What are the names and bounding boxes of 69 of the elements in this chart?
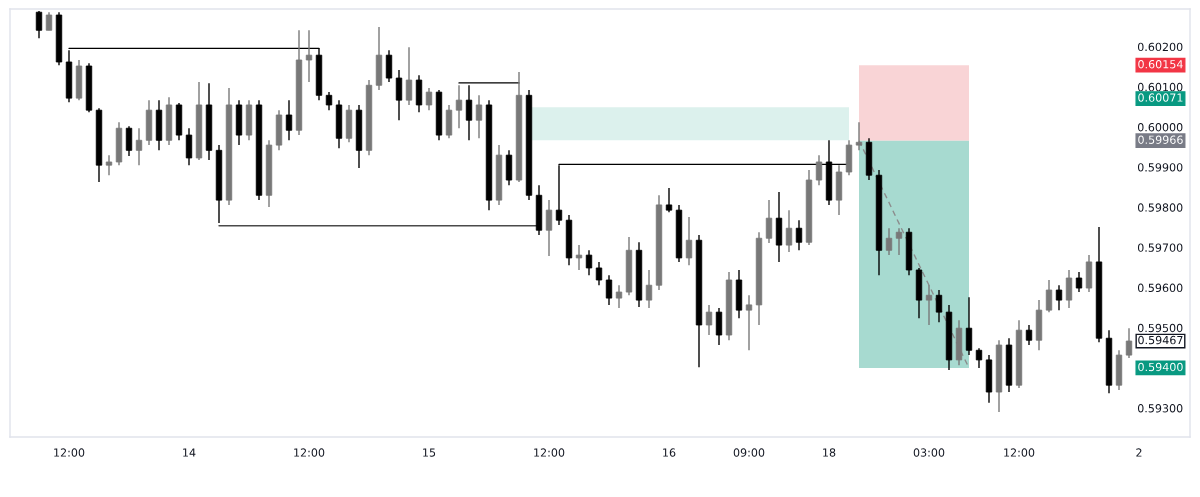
- candlestick: [815, 154, 823, 186]
- x-tick-label: 12:00: [534, 448, 565, 457]
- candlestick: [795, 219, 803, 251]
- candlestick: [575, 244, 583, 271]
- candlestick: [385, 49, 393, 83]
- candlestick: [785, 209, 793, 253]
- candlestick: [305, 29, 313, 83]
- candlestick: [1025, 324, 1033, 346]
- candlestick: [285, 99, 293, 141]
- candlestick: [1065, 269, 1073, 309]
- candlestick: [405, 46, 413, 106]
- candlestick: [595, 261, 603, 286]
- y-tick-label: 0.60200: [1137, 42, 1183, 52]
- candlestick: [1125, 327, 1133, 359]
- candlestick: [645, 269, 653, 309]
- annotation: 0.59467: [1138, 335, 1183, 345]
- candlestick: [135, 127, 143, 166]
- x-tick-label: 15: [423, 448, 436, 457]
- candlestick: [895, 227, 903, 256]
- candlestick: [975, 347, 983, 369]
- candlestick: [715, 307, 723, 346]
- candlestick: [605, 274, 613, 306]
- candlestick: [1075, 271, 1083, 293]
- candlestick: [585, 249, 593, 276]
- y-tick-label: 0.60000: [1137, 123, 1183, 132]
- candlestick: [885, 227, 893, 256]
- x-tick-label: 03:00: [913, 448, 945, 457]
- candlestick: [925, 284, 933, 326]
- candlestick: [935, 289, 943, 323]
- x-tick-label: 12:00: [294, 448, 325, 457]
- x-tick-label: 2: [1136, 448, 1142, 457]
- candlestick: [705, 304, 713, 336]
- x-tick-label: 18: [823, 448, 836, 457]
- candlestick: [765, 199, 773, 244]
- x-tick-label: 09:00: [733, 448, 765, 457]
- candlestick: [395, 69, 403, 121]
- candlestick: [45, 11, 53, 31]
- candlestick: [1055, 284, 1063, 311]
- candlestick: [615, 284, 623, 309]
- candlestick: [425, 87, 433, 111]
- candlestick: [125, 125, 133, 157]
- y-tick-label: 0.59800: [1137, 203, 1183, 212]
- candlestick: [455, 84, 463, 129]
- y-tick-label: 0.59500: [1137, 323, 1183, 333]
- y-tick-label: 0.60100: [1137, 82, 1183, 92]
- candlestick: [105, 154, 113, 176]
- candlestick: [685, 216, 693, 266]
- candlestick: [965, 296, 973, 356]
- candlestick: [545, 199, 553, 257]
- x-tick-label: 12:00: [54, 448, 85, 457]
- candlestick: [1045, 279, 1053, 313]
- candlestick: [475, 94, 483, 139]
- y-tick-label: 0.59900: [1137, 163, 1183, 172]
- annotation: 0.59400: [1138, 362, 1183, 372]
- candlestick: [855, 121, 863, 152]
- candlestick: [745, 294, 753, 351]
- x-tick-label: 14: [183, 448, 196, 457]
- x-tick-label: 12:00: [1004, 448, 1035, 457]
- y-tick-label: 0.59300: [1137, 404, 1183, 413]
- annotation: 0.60154: [1138, 60, 1183, 69]
- candlestick: [185, 127, 193, 166]
- y-tick-label: 0.59700: [1137, 243, 1183, 252]
- annotation: 0.60071: [1138, 93, 1183, 102]
- candlestick: [325, 91, 333, 111]
- y-tick-label: 0.59600: [1137, 283, 1183, 293]
- candlestick: [665, 187, 673, 213]
- annotation: 0.59966: [1138, 135, 1183, 144]
- candlestick: [35, 10, 43, 40]
- x-tick-label: 16: [663, 448, 676, 457]
